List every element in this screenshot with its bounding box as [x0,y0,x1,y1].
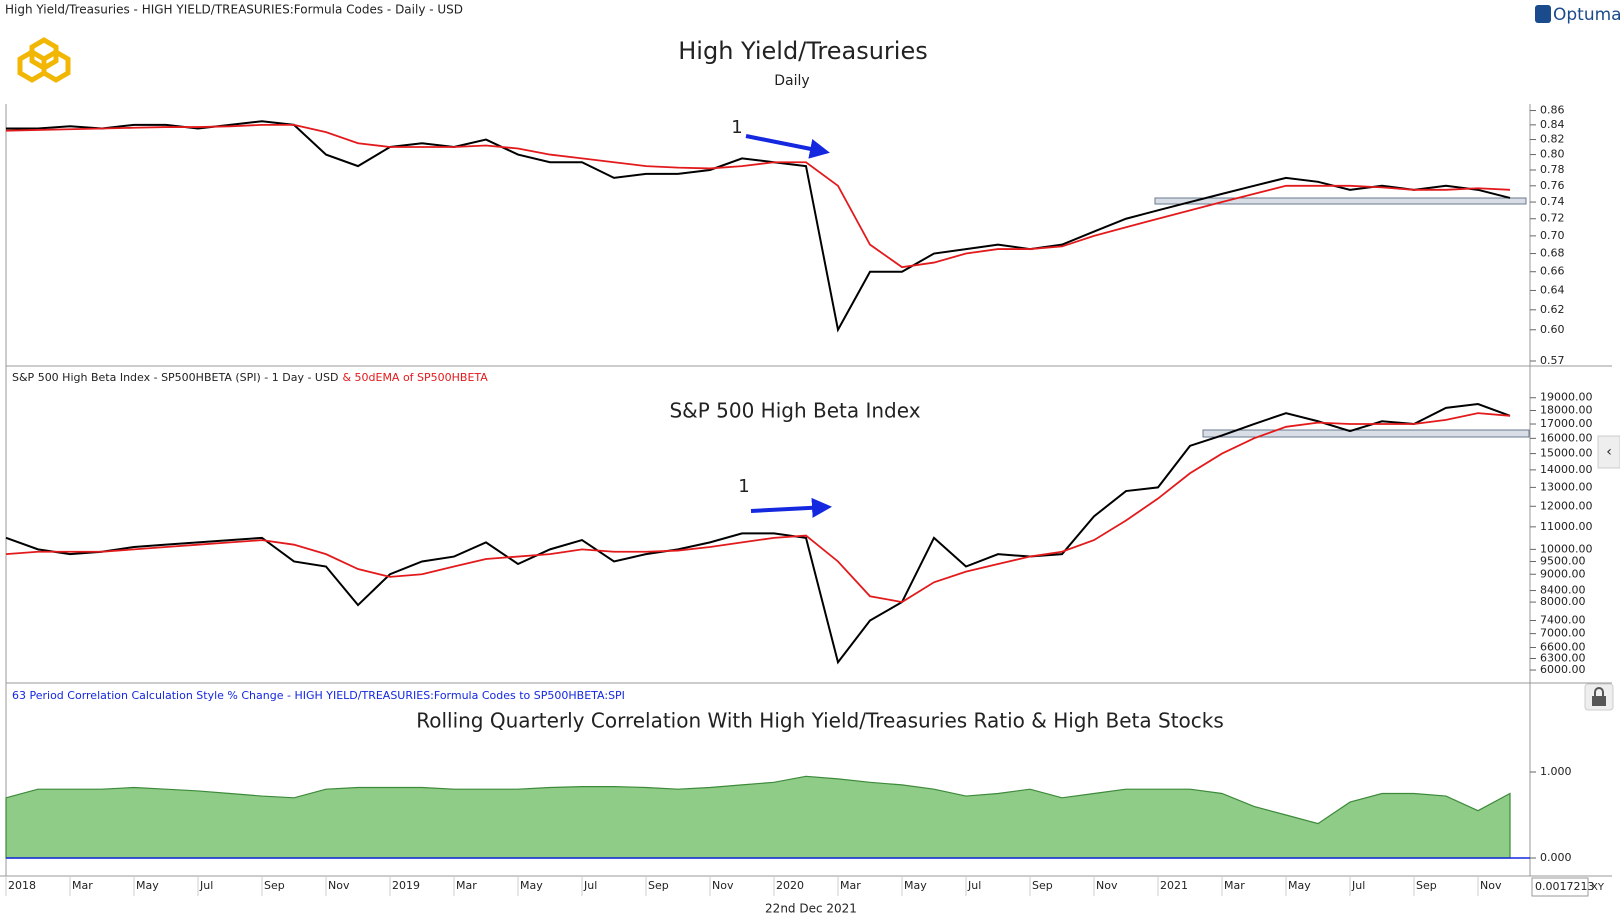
x-tick-label: May [1288,879,1311,892]
panel-title: Rolling Quarterly Correlation With High … [416,709,1224,733]
brand: Optuma [1553,5,1620,25]
y-tick-label: 9500.00 [1540,554,1586,567]
support-box [1154,197,1527,205]
y-tick-label: 0.82 [1540,133,1565,146]
x-tick-label: Jul [1351,879,1365,892]
x-tick-label: May [136,879,159,892]
x-tick-label: 2021 [1160,879,1188,892]
area [5,775,1511,859]
lock-icon [1592,696,1606,706]
y-tick-label: 0.86 [1540,104,1565,117]
support-box [1202,429,1530,438]
cursor-value: 0.0017213 [1535,880,1595,893]
arrow [750,497,832,518]
y-tick-label: 0.64 [1540,283,1565,296]
x-tick-label: Sep [648,879,669,892]
y-tick-label: 16000.00 [1540,431,1593,444]
y-tick-label: 11000.00 [1540,520,1593,533]
y-tick-label: 12000.00 [1540,499,1593,512]
y-tick-label: 0.74 [1540,195,1565,208]
panel-frames [0,104,1612,877]
y-tick-label: 0.84 [1540,118,1565,131]
legend: S&P 500 High Beta Index - SP500HBETA (SP… [12,371,488,384]
x-tick-label: Nov [712,879,734,892]
side-tab-icon: ‹ [1606,444,1612,460]
y-tick-label: 0.72 [1540,212,1565,225]
panel-title: S&P 500 High Beta Index [669,399,920,423]
x-tick-label: Mar [1224,879,1245,892]
x-tick-label: Nov [1096,879,1118,892]
x-tick-label: 2020 [776,879,804,892]
y-tick-label: 0.70 [1540,229,1565,242]
legend-entry: & 50dEMA of SP500HBETA [342,371,488,384]
x-tick-label: Sep [1032,879,1053,892]
y-tick-label: 1.000 [1540,765,1572,778]
y-tick-label: 0.68 [1540,247,1565,260]
y-tick-label: 0.57 [1540,354,1565,367]
x-tick-label: Nov [1480,879,1502,892]
x-tick-label: Mar [456,879,477,892]
y-tick-label: 0.66 [1540,265,1565,278]
y-tick-label: 13000.00 [1540,480,1593,493]
x-tick-label: Nov [328,879,350,892]
y-tick-label: 7000.00 [1540,627,1586,640]
footer-date: 22nd Dec 2021 [765,902,857,916]
x-tick-label: 2019 [392,879,420,892]
chart-subtitle: Daily [774,73,809,89]
line [5,403,1511,665]
cursor-value-box [1531,877,1589,897]
logo [17,37,71,83]
legend-entry: 63 Period Correlation Calculation Style … [12,689,625,702]
line [5,412,1511,604]
y-tick-label: 6600.00 [1540,641,1586,654]
x-tick-label: Jul [583,879,597,892]
annotation: 1 [731,117,742,138]
y-tick-label: 19000.00 [1540,391,1593,404]
brand-icon [1535,5,1551,23]
x-tick-label: May [520,879,543,892]
y-tick-label: 10000.00 [1540,542,1593,555]
y-tick-label: 9000.00 [1540,567,1586,580]
y-tick-label: 6300.00 [1540,652,1586,665]
x-tick-label: Mar [72,879,93,892]
y-tick-label: 15000.00 [1540,447,1593,460]
legend-entry: S&P 500 High Beta Index - SP500HBETA (SP… [12,371,338,384]
y-tick-label: 7400.00 [1540,613,1586,626]
lock-icon [1594,687,1604,696]
y-tick-label: 14000.00 [1540,463,1593,476]
header-text: High Yield/Treasuries - HIGH YIELD/TREAS… [5,3,463,17]
x-tick-label: Sep [264,879,285,892]
cursor-mode[interactable]: XY [1591,882,1605,893]
chart-title: High Yield/Treasuries [678,37,927,65]
x-tick-label: Mar [840,879,861,892]
y-tick-label: 8400.00 [1540,584,1586,597]
y-tick-label: 8000.00 [1540,595,1586,608]
side-tab[interactable] [1597,435,1620,469]
x-tick-label: Jul [967,879,981,892]
y-tick-label: 0.000 [1540,851,1572,864]
y-tick-label: 17000.00 [1540,417,1593,430]
x-tick-label: Jul [199,879,213,892]
x-tick-label: Sep [1416,879,1437,892]
y-tick-label: 6000.00 [1540,663,1586,676]
y-tick-label: 0.80 [1540,148,1565,161]
y-tick-label: 0.76 [1540,179,1565,192]
x-tick-label: 2018 [8,879,36,892]
y-tick-label: 0.78 [1540,163,1565,176]
arrow [745,134,830,159]
line [6,120,1511,333]
y-tick-label: 0.60 [1540,323,1565,336]
x-tick-label: May [904,879,927,892]
y-tick-label: 18000.00 [1540,404,1593,417]
line [5,123,1511,269]
y-tick-label: 0.62 [1540,303,1565,316]
annotation: 1 [738,476,749,497]
